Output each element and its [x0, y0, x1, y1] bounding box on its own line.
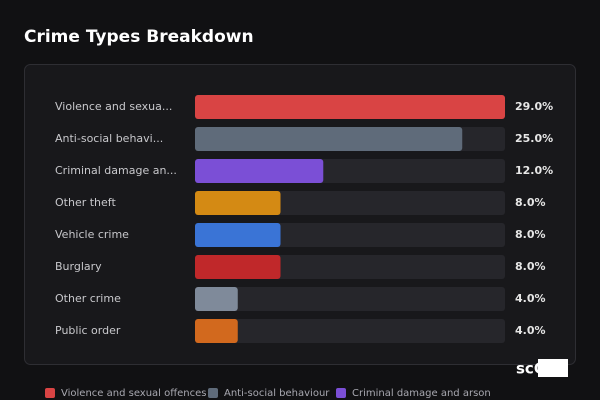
- bar: [195, 95, 505, 119]
- bar: [195, 127, 463, 151]
- value-label: 12.0%: [515, 164, 553, 177]
- bar-track: [195, 319, 505, 343]
- chart-title: Crime Types Breakdown: [24, 27, 254, 47]
- value-label: 8.0%: [515, 228, 546, 241]
- bar: [195, 319, 238, 343]
- legend-swatch: [208, 388, 218, 398]
- category-label: Burglary: [55, 260, 102, 273]
- legend-swatch: [45, 388, 55, 398]
- logo-box: [538, 359, 568, 377]
- value-label: 4.0%: [515, 324, 546, 337]
- value-label: 4.0%: [515, 292, 546, 305]
- bar: [195, 287, 238, 311]
- category-label: Anti-social behavi...: [55, 132, 163, 145]
- bar: [195, 159, 324, 183]
- logo: scOS: [516, 360, 557, 378]
- bar: [195, 255, 281, 279]
- category-label: Other theft: [55, 196, 116, 209]
- legend-label: Violence and sexual offences: [61, 388, 207, 399]
- value-label: 29.0%: [515, 100, 553, 113]
- value-label: 8.0%: [515, 196, 546, 209]
- bar: [195, 223, 281, 247]
- category-label: Public order: [55, 324, 121, 337]
- category-label: Vehicle crime: [55, 228, 129, 241]
- legend-label: Anti-social behaviour: [224, 388, 330, 399]
- legend-label: Criminal damage and arson: [352, 388, 491, 399]
- legend-swatch: [336, 388, 346, 398]
- category-label: Other crime: [55, 292, 121, 305]
- value-label: 8.0%: [515, 260, 546, 273]
- category-label: Criminal damage an...: [55, 164, 177, 177]
- value-label: 25.0%: [515, 132, 553, 145]
- bar: [195, 191, 281, 215]
- bar-track: [195, 287, 505, 311]
- category-label: Violence and sexua...: [55, 100, 172, 113]
